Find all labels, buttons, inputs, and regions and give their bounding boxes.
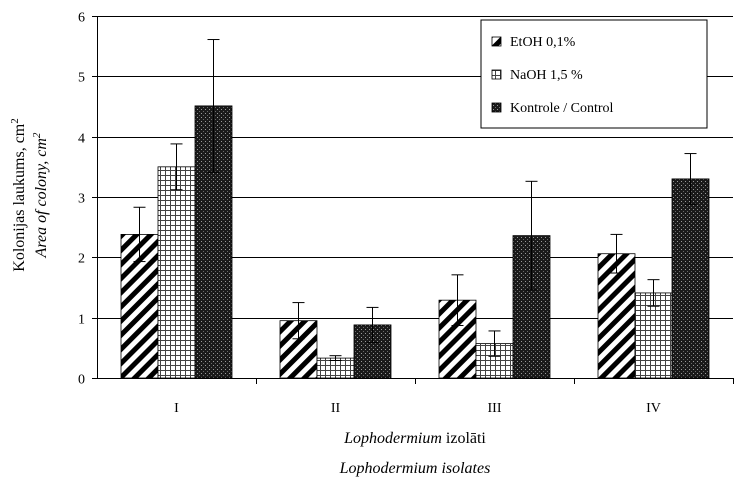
y-axis-label-latvian-text: Kolonijas laukums, cm bbox=[11, 123, 28, 272]
legend-swatch-control bbox=[491, 102, 502, 113]
error-bar-etoh-IV bbox=[610, 233, 623, 274]
y-axis-label-english-sup: 2 bbox=[31, 132, 43, 138]
y-tick-label-6: 6 bbox=[78, 11, 85, 26]
y-tick-label-3: 3 bbox=[78, 192, 85, 207]
axes bbox=[92, 16, 734, 384]
error-bar-naoh-III bbox=[488, 330, 501, 357]
legend-label-etoh: EtOH 0,1% bbox=[510, 35, 576, 50]
x-axis-label-english: Lophodermium isolates bbox=[339, 460, 491, 477]
error-bar-control-I bbox=[207, 39, 220, 173]
x-axis-label-latvian-rest: izolāti bbox=[442, 430, 487, 447]
legend-label-control: Kontrole / Control bbox=[510, 101, 614, 116]
legend-label-naoh: NaOH 1,5 % bbox=[510, 68, 583, 83]
y-axis-label-english-text: Area of colony, cm bbox=[33, 138, 50, 258]
bar-naoh-II bbox=[316, 357, 355, 379]
x-tick-label-IV: IV bbox=[646, 401, 661, 416]
error-bars bbox=[133, 39, 697, 362]
y-tick-label-2: 2 bbox=[78, 252, 85, 267]
x-tick-labels: I II III IV bbox=[174, 401, 661, 416]
error-bar-control-IV bbox=[684, 153, 697, 205]
x-axis-label-latvian: Lophodermium izolāti bbox=[343, 430, 486, 447]
bar-etoh-IV bbox=[597, 253, 636, 379]
x-axis-label-latvian-italic: Lophodermium bbox=[343, 430, 442, 447]
legend: EtOH 0,1% NaOH 1,5 % Kontrole / Control bbox=[480, 19, 708, 129]
bar-naoh-I bbox=[157, 166, 196, 379]
error-bar-etoh-III bbox=[451, 274, 464, 327]
y-tick-labels: 0 1 2 3 4 5 6 bbox=[78, 11, 85, 388]
x-tick-label-I: I bbox=[174, 401, 179, 416]
y-axis-label-latvian: Kolonijas laukums, cm2 bbox=[9, 118, 28, 271]
x-tick-label-III: III bbox=[488, 401, 502, 416]
y-tick-label-4: 4 bbox=[78, 132, 85, 147]
legend-swatch-etoh bbox=[491, 36, 502, 47]
error-bar-control-III bbox=[525, 180, 538, 291]
bar-control-IV bbox=[671, 178, 710, 379]
y-tick-label-1: 1 bbox=[78, 313, 85, 328]
error-bar-control-II bbox=[366, 306, 379, 343]
y-axis-label-english: Area of colony, cm2 bbox=[31, 132, 50, 258]
error-bar-etoh-I bbox=[133, 206, 146, 263]
error-bar-etoh-II bbox=[292, 302, 305, 340]
bars bbox=[120, 105, 710, 379]
error-bar-naoh-IV bbox=[647, 279, 660, 307]
y-axis-label-latvian-sup: 2 bbox=[9, 118, 21, 124]
legend-swatch-naoh bbox=[491, 69, 502, 80]
error-bar-naoh-II bbox=[329, 355, 342, 362]
error-bar-naoh-I bbox=[170, 143, 183, 191]
x-tick-label-II: II bbox=[331, 401, 341, 416]
y-tick-label-5: 5 bbox=[78, 71, 85, 86]
legend-box bbox=[480, 19, 708, 129]
y-tick-label-0: 0 bbox=[78, 373, 85, 388]
